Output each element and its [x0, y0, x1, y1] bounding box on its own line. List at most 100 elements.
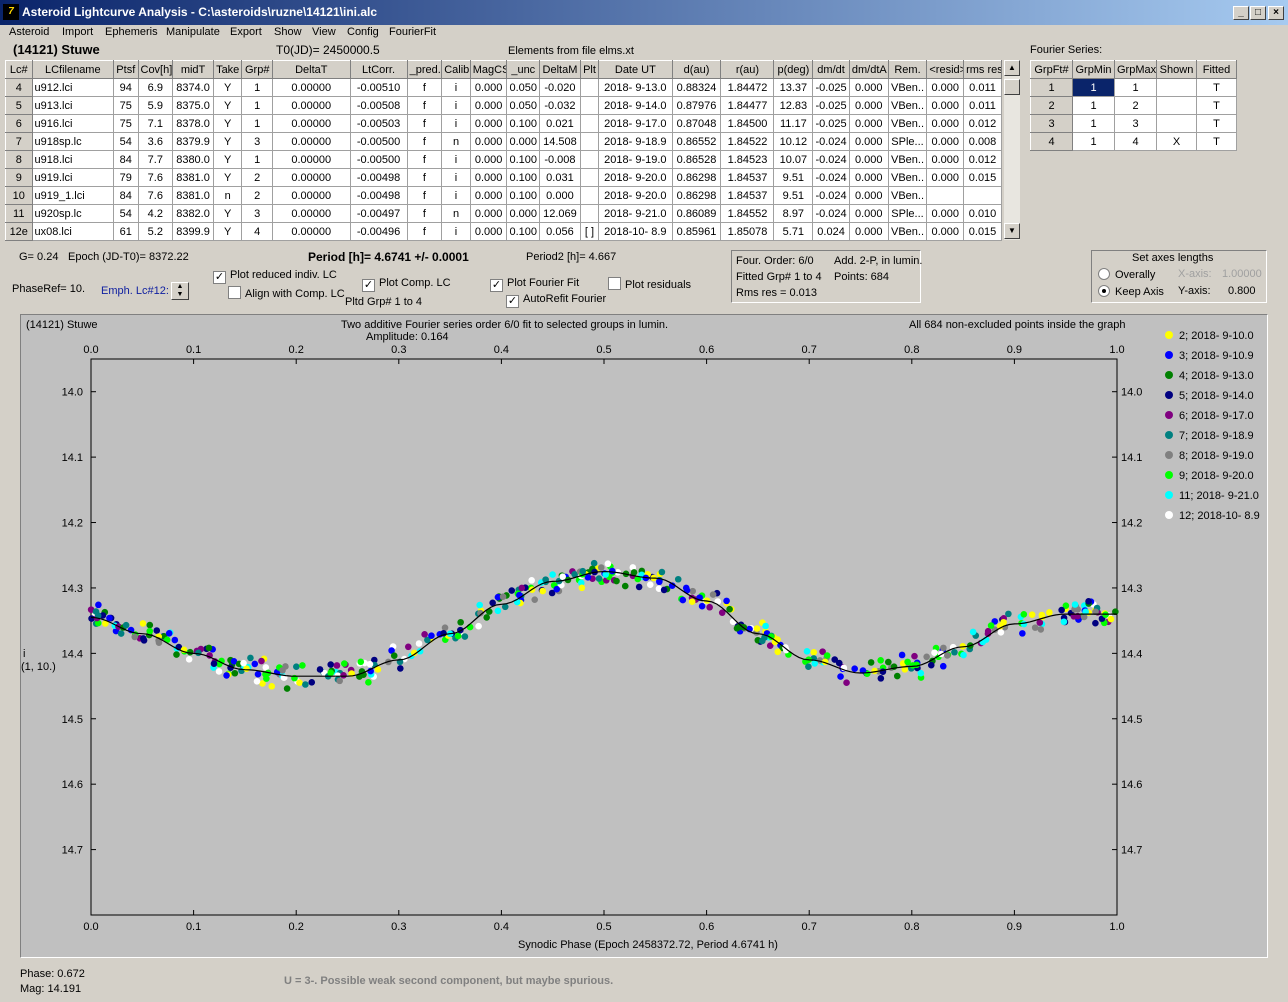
table-cell[interactable]: VBen.. [887, 78, 928, 97]
table-cell[interactable]: f [406, 168, 443, 187]
table-cell[interactable]: 0.000 [926, 168, 965, 187]
table-cell[interactable]: i [441, 222, 471, 241]
lc-col-header[interactable]: r(au) [720, 60, 775, 79]
lightcurve-table[interactable]: Lc# LCfilename Ptsf Cov[h] midT Take Grp# Delta… [5, 60, 1002, 241]
table-cell[interactable]: 0.000 [926, 204, 965, 223]
table-cell[interactable]: 2018-10- 8.9 [598, 222, 673, 241]
table-cell[interactable]: -0.025 [812, 96, 850, 115]
table-cell[interactable]: 2018- 9-13.0 [598, 78, 673, 97]
table-cell[interactable]: i [441, 114, 471, 133]
row-number[interactable]: 8 [5, 150, 33, 169]
table-cell[interactable]: 0.00000 [272, 132, 351, 151]
align-comp-checkbox[interactable]: Align with Comp. LC [228, 286, 345, 300]
table-cell[interactable]: 0.000 [469, 204, 508, 223]
scroll-thumb[interactable] [1004, 79, 1020, 95]
table-cell[interactable]: 0.000 [848, 132, 889, 151]
table-cell[interactable]: -0.00496 [349, 222, 408, 241]
table-cell[interactable]: 0.024 [812, 222, 850, 241]
lc-col-header[interactable]: LCfilename [31, 60, 115, 79]
lc-col-header[interactable]: p(deg) [773, 60, 814, 79]
table-cell[interactable]: 1.84523 [720, 150, 775, 169]
lc-col-header[interactable]: Calib. [441, 60, 471, 79]
row-number[interactable]: 4 [1030, 132, 1073, 151]
table-cell[interactable]: 0.88324 [671, 78, 722, 97]
title-bar[interactable]: 7 Asteroid Lightcurve Analysis - C:\aste… [0, 0, 1288, 25]
table-cell[interactable]: Y [212, 132, 243, 151]
table-row[interactable]: 8 u918.lci 84 7.7 8380.0 Y 1 0.00000 -0.00500 f i 0… [5, 150, 1002, 169]
table-cell[interactable]: 0.008 [963, 132, 1002, 151]
table-cell[interactable]: -0.00503 [349, 114, 408, 133]
row-number[interactable]: 10 [5, 186, 33, 205]
table-cell[interactable]: 0.056 [539, 222, 581, 241]
table-cell[interactable]: 0.000 [469, 150, 508, 169]
table-cell[interactable]: T [1196, 114, 1237, 133]
lc-col-header[interactable]: Take [212, 60, 243, 79]
table-cell[interactable]: 2018- 9-20.0 [598, 168, 673, 187]
table-cell[interactable]: 0.85961 [671, 222, 722, 241]
menu-manipulate[interactable]: Manipulate [166, 26, 220, 38]
table-row[interactable]: 9 u919.lci 79 7.6 8381.0 Y 2 0.00000 -0.00498 f i 0… [5, 168, 1002, 187]
scroll-up-arrow-icon[interactable]: ▲ [1004, 60, 1020, 76]
maximize-button[interactable]: □ [1250, 6, 1266, 20]
table-cell[interactable]: Y [212, 78, 243, 97]
table-cell[interactable]: 3.6 [137, 132, 174, 151]
table-cell[interactable]: 9.51 [773, 186, 814, 205]
table-cell[interactable]: 0.00000 [272, 96, 351, 115]
table-cell[interactable]: 0.000 [926, 222, 965, 241]
table-cell[interactable]: T [1196, 78, 1237, 97]
table-cell[interactable]: 14.508 [539, 132, 581, 151]
table-cell[interactable]: 0.86089 [671, 204, 722, 223]
table-cell[interactable]: 0.000 [848, 96, 889, 115]
table-cell[interactable] [1156, 114, 1197, 133]
table-cell[interactable]: 0.000 [539, 186, 581, 205]
table-cell[interactable]: 0.00000 [272, 204, 351, 223]
fs-col-header[interactable]: GrpMax [1114, 60, 1157, 79]
table-cell[interactable]: 0.000 [848, 222, 889, 241]
table-cell[interactable]: ux08.lci [31, 222, 115, 241]
table-cell[interactable]: f [406, 222, 443, 241]
table-cell[interactable]: 1.84472 [720, 78, 775, 97]
table-cell[interactable] [579, 150, 600, 169]
table-cell[interactable]: 0.000 [848, 204, 889, 223]
table-cell[interactable]: 0.050 [506, 96, 541, 115]
table-cell[interactable]: 0.031 [539, 168, 581, 187]
table-cell[interactable]: 0.000 [506, 132, 541, 151]
table-cell[interactable]: 11.17 [773, 114, 814, 133]
lc-col-header[interactable]: DeltaT [272, 60, 351, 79]
fs-col-header[interactable]: GrpMin [1072, 60, 1115, 79]
table-cell[interactable]: 1 [241, 150, 274, 169]
menu-show[interactable]: Show [274, 26, 302, 38]
table-cell[interactable]: -0.00500 [349, 132, 408, 151]
lc-col-header[interactable]: LtCorr. [349, 60, 408, 79]
table-cell[interactable]: Y [212, 168, 243, 187]
table-cell[interactable]: 0.00000 [272, 78, 351, 97]
table-cell[interactable]: 2 [241, 168, 274, 187]
table-cell[interactable]: T [1196, 132, 1237, 151]
table-cell[interactable]: 0.012 [963, 114, 1002, 133]
table-cell[interactable]: 2018- 9-20.0 [598, 186, 673, 205]
table-cell[interactable]: -0.024 [812, 132, 850, 151]
table-cell[interactable]: 8.97 [773, 204, 814, 223]
minimize-button[interactable]: _ [1233, 6, 1249, 20]
table-cell[interactable]: f [406, 204, 443, 223]
table-row[interactable]: 4 u912.lci 94 6.9 8374.0 Y 1 0.00000 -0.00510 f i 0… [5, 78, 1002, 97]
table-scrollbar[interactable]: ▲ ▼ [1003, 60, 1020, 240]
table-cell[interactable]: 0.00000 [272, 186, 351, 205]
menu-view[interactable]: View [312, 26, 336, 38]
table-row[interactable]: 12e ux08.lci 61 5.2 8399.9 Y 4 0.00000 -0.00496 f… [5, 222, 1002, 241]
menu-import[interactable]: Import [62, 26, 94, 38]
table-cell[interactable]: 0.000 [506, 204, 541, 223]
table-cell[interactable]: 0.86298 [671, 168, 722, 187]
table-cell[interactable]: i [441, 186, 471, 205]
fs-col-header[interactable]: GrpFt# [1030, 60, 1073, 79]
table-cell[interactable]: u916.lci [31, 114, 115, 133]
table-cell[interactable]: 5.2 [137, 222, 174, 241]
fs-col-header[interactable]: Shown [1156, 60, 1197, 79]
table-cell[interactable]: VBen.. [887, 96, 928, 115]
row-number[interactable]: 3 [1030, 114, 1073, 133]
table-cell[interactable]: SPle... [887, 132, 928, 151]
lc-col-header[interactable]: _unc [506, 60, 541, 79]
